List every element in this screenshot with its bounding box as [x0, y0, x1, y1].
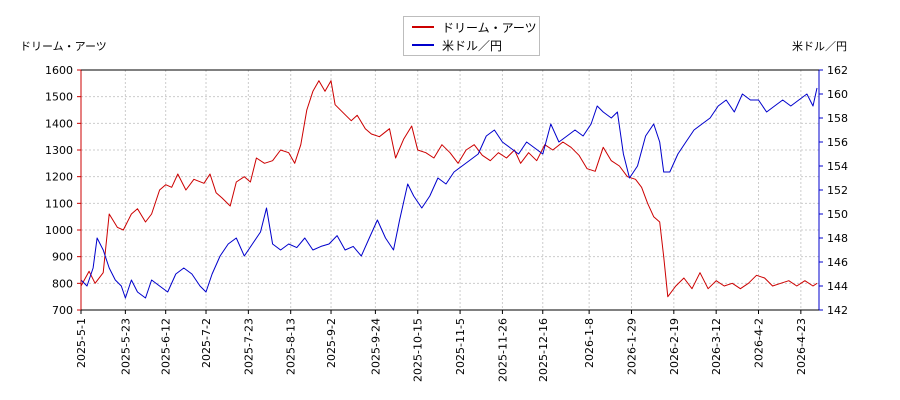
- right-tick-label: 152: [827, 184, 848, 197]
- left-axis-title: ドリーム・アーツ: [20, 40, 107, 53]
- legend-label-stock: ドリーム・アーツ: [442, 20, 537, 35]
- left-tick-label: 1500: [45, 91, 73, 104]
- x-tick-label: 2025-5-23: [119, 318, 132, 375]
- left-tick-label: 1200: [45, 171, 73, 184]
- right-tick-label: 158: [827, 112, 848, 125]
- legend-item-usdjpy: 米ドル／円: [412, 37, 502, 53]
- series-line-usdjpy: [80, 87, 818, 299]
- right-tick-label: 154: [827, 160, 848, 173]
- x-tick-label: 2025-11-5: [454, 318, 467, 375]
- x-tick-label: 2026-1-8: [583, 318, 596, 368]
- legend-swatch-blue: [412, 44, 434, 46]
- right-tick-label: 150: [827, 208, 848, 221]
- legend: ドリーム・アーツ 米ドル／円: [403, 16, 540, 56]
- x-tick-label: 2026-1-29: [625, 318, 638, 375]
- x-tick-label: 2025-6-12: [160, 318, 173, 375]
- left-tick-label: 700: [52, 304, 73, 317]
- right-tick-label: 148: [827, 232, 848, 245]
- x-tick-label: 2025-9-2: [325, 318, 338, 368]
- x-tick-label: 2025-11-26: [496, 318, 509, 382]
- axis-layer: 700 800 900 1000 1100 1200 1300 1400 1500 1600 142…: [45, 64, 848, 382]
- right-tick-label: 160: [827, 88, 848, 101]
- left-tick-label: 1400: [45, 117, 73, 130]
- legend-label-usdjpy: 米ドル／円: [442, 38, 503, 53]
- right-axis-title: 米ドル／円: [792, 40, 847, 53]
- series-layer: [80, 80, 818, 299]
- legend-item-stock: ドリーム・アーツ: [412, 19, 537, 35]
- series-line-stock: [80, 80, 818, 298]
- x-tick-label: 2026-4-23: [795, 318, 808, 375]
- left-tick-label: 1300: [45, 144, 73, 157]
- x-tick-label: 2025-7-23: [242, 318, 255, 375]
- x-tick-label: 2025-10-15: [412, 318, 425, 382]
- x-tick-label: 2026-2-19: [668, 318, 681, 375]
- left-tick-label: 1000: [45, 224, 73, 237]
- right-tick-label: 162: [827, 64, 848, 77]
- x-tick-label: 2026-3-12: [710, 318, 723, 375]
- x-tick-label: 2025-8-13: [285, 318, 298, 375]
- x-tick-label: 2025-12-16: [537, 318, 550, 382]
- x-tick-label: 2026-4-2: [753, 318, 766, 368]
- right-tick-label: 156: [827, 136, 848, 149]
- right-tick-label: 144: [827, 280, 848, 293]
- right-tick-label: 146: [827, 256, 848, 269]
- x-tick-label: 2025-7-2: [200, 318, 213, 368]
- x-tick-label: 2025-9-24: [369, 318, 382, 375]
- x-tick-label: 2025-5-1: [75, 318, 88, 368]
- legend-swatch-red: [412, 26, 434, 28]
- left-tick-label: 800: [52, 277, 73, 290]
- left-tick-label: 900: [52, 251, 73, 264]
- right-tick-label: 142: [827, 304, 848, 317]
- left-tick-label: 1600: [45, 64, 73, 77]
- left-tick-label: 1100: [45, 197, 73, 210]
